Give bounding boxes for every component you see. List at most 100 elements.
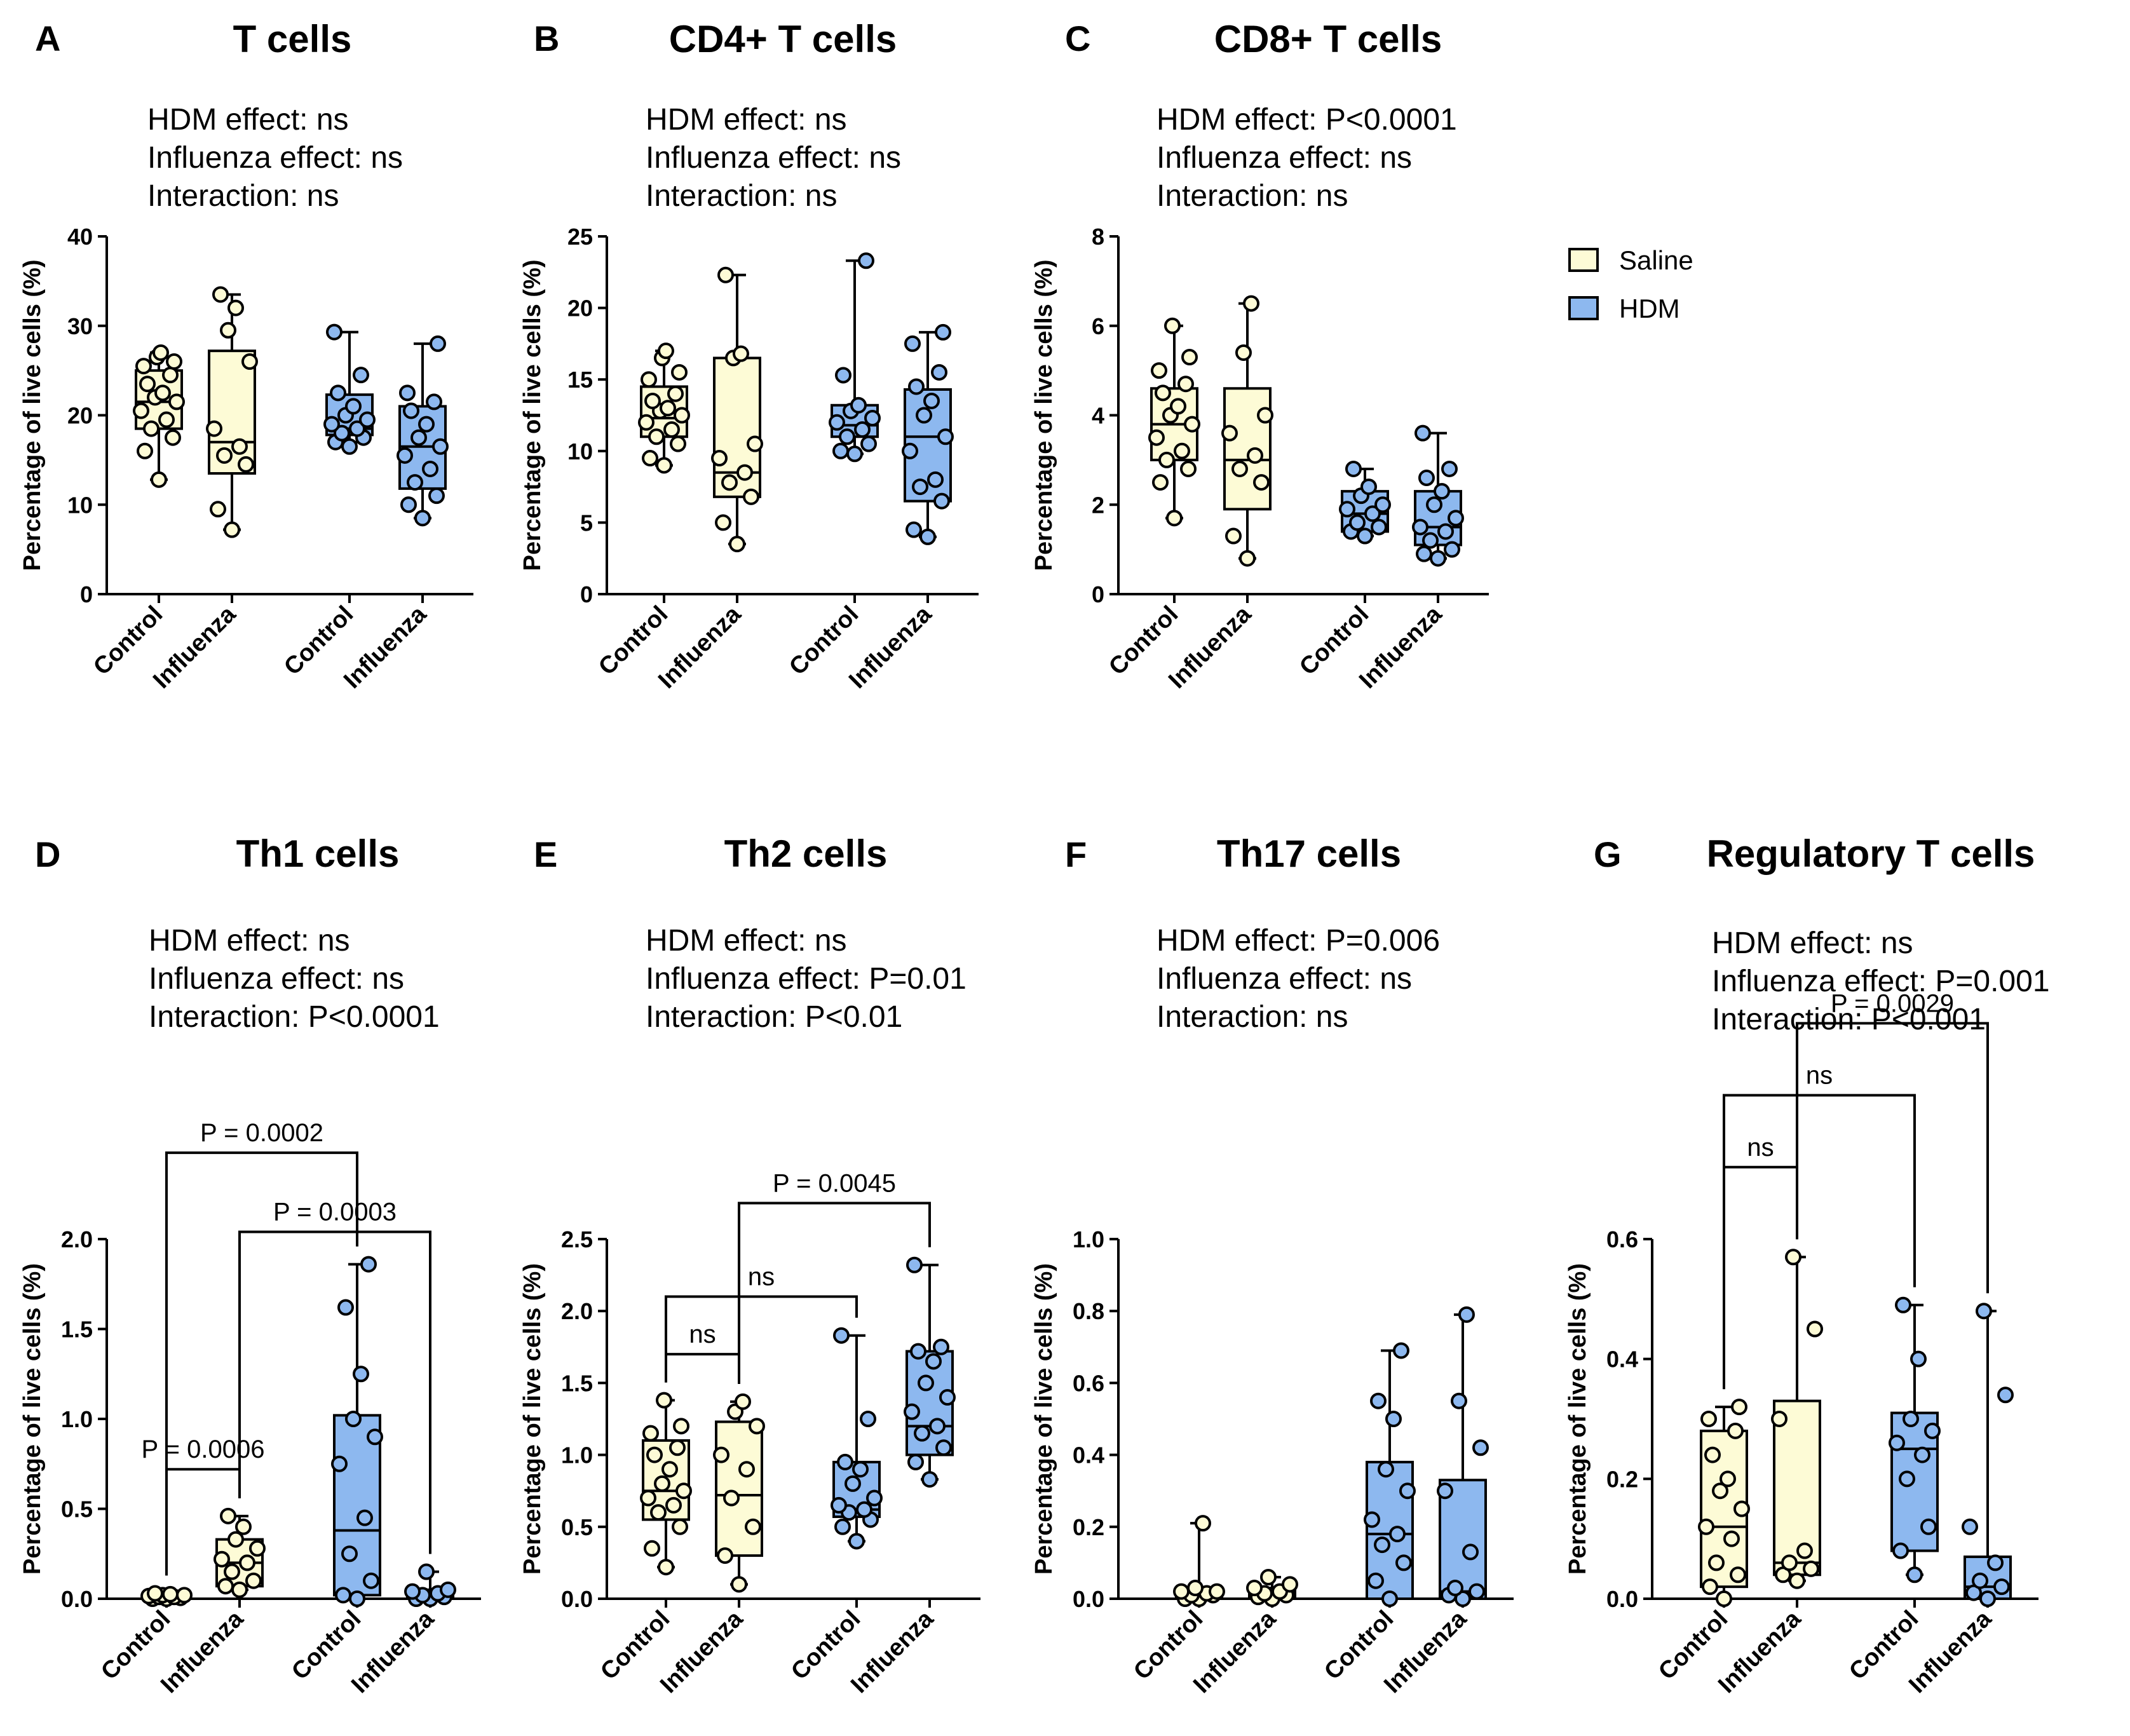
data-point [133,402,149,419]
data-point [829,414,845,431]
data-point [925,1353,942,1370]
y-axis-label: Percentage of live cells (%) [1564,1263,1591,1575]
y-tick-label: 0.0 [61,1586,93,1612]
data-point [723,1489,740,1507]
data-point [1184,416,1200,433]
data-point [410,429,427,446]
data-point [902,442,918,459]
data-point [359,411,376,428]
y-axis-label: Percentage of live cells (%) [19,1263,46,1575]
y-axis-label: Percentage of live cells (%) [1031,1263,1057,1575]
y-tick-label: 20 [567,295,593,322]
data-point [231,438,248,455]
y-tick-label: 0.5 [61,1496,93,1522]
data-point [733,345,749,362]
data-point [914,1425,930,1442]
data-point [906,521,922,538]
panel-title: CD4+ T cells [669,18,897,60]
data-point [1979,1590,1996,1607]
data-point [642,1425,659,1442]
data-point [238,456,254,473]
panel-letter: G [1594,834,1622,874]
data-point [1181,349,1198,366]
comparison-label: ns [748,1263,775,1291]
y-tick-label: 0 [1092,581,1104,607]
data-point [1892,1542,1909,1559]
stat-line-interaction: Interaction: P<0.001 [1712,1003,1986,1036]
y-tick-label: 2 [1092,492,1104,518]
data-point [1910,1350,1927,1367]
data-point [1962,1518,1978,1535]
comparison-label: ns [689,1320,716,1348]
data-point [1462,1543,1479,1561]
data-point [227,299,244,316]
y-tick-label: 5 [580,510,593,536]
y-tick-label: 1.0 [1073,1226,1104,1252]
data-point [848,1533,865,1550]
data-point [1370,1392,1387,1409]
data-point [834,1518,851,1535]
data-point [414,510,431,527]
stat-line-influenza: Influenza effect: P=0.001 [1712,965,2050,998]
stat-line-interaction: Interaction: ns [1157,1000,1348,1034]
data-point [749,1418,765,1435]
data-point [747,435,763,452]
panel-b: B CD4+ T cells HDM effect: ns Influenza … [519,18,979,694]
data-point [931,363,947,381]
data-point [1345,460,1362,477]
data-point [1349,514,1366,531]
y-axis-label: Percentage of live cells (%) [519,1263,546,1575]
stat-line-influenza: Influenza effect: ns [1157,141,1412,175]
data-point [1472,1439,1489,1456]
data-point [641,371,657,388]
data-point [1889,1434,1905,1451]
data-point [721,474,738,491]
data-point [1733,1500,1750,1517]
legend-label-saline: Saline [1619,245,1693,275]
data-point [334,424,350,442]
data-point [644,392,661,409]
data-point [904,335,921,352]
data-point [1434,483,1450,500]
y-tick-label: 1.5 [61,1317,93,1343]
data-point [1155,384,1171,402]
data-point [850,397,867,414]
y-tick-label: 0 [580,581,593,607]
data-point [1360,478,1377,496]
data-point [1173,1583,1190,1600]
comparison-bracket [1723,1165,1798,1390]
y-tick-label: 0.6 [1606,1226,1638,1252]
data-point [1458,1306,1475,1323]
data-point [210,501,226,518]
data-point [731,1576,747,1593]
data-point [1412,519,1428,536]
comparison-bracket [1723,1094,1916,1390]
stat-line-influenza: Influenza effect: ns [646,141,901,175]
data-point [1243,295,1259,312]
data-point [663,421,680,438]
data-point [143,420,159,437]
box [1773,1399,1821,1577]
y-tick-label: 10 [67,492,93,518]
data-point [217,1578,234,1595]
data-point [1702,1578,1718,1596]
box [1439,1479,1487,1600]
data-point [656,1392,672,1409]
data-point [1987,1554,2004,1571]
data-point [1448,510,1464,527]
data-point [906,1256,923,1273]
data-point [1716,1590,1732,1607]
data-point [1418,470,1435,487]
data-point [910,1343,926,1360]
y-tick-label: 1.5 [561,1370,593,1396]
data-point [908,378,925,395]
data-point [935,323,951,341]
data-point [711,450,728,467]
data-point [1437,523,1454,540]
data-point [854,421,871,438]
data-point [1209,1583,1225,1600]
y-tick-label: 6 [1092,313,1104,339]
stat-line-influenza: Influenza effect: ns [147,141,403,175]
data-point [363,1572,379,1589]
data-point [1195,1515,1211,1532]
